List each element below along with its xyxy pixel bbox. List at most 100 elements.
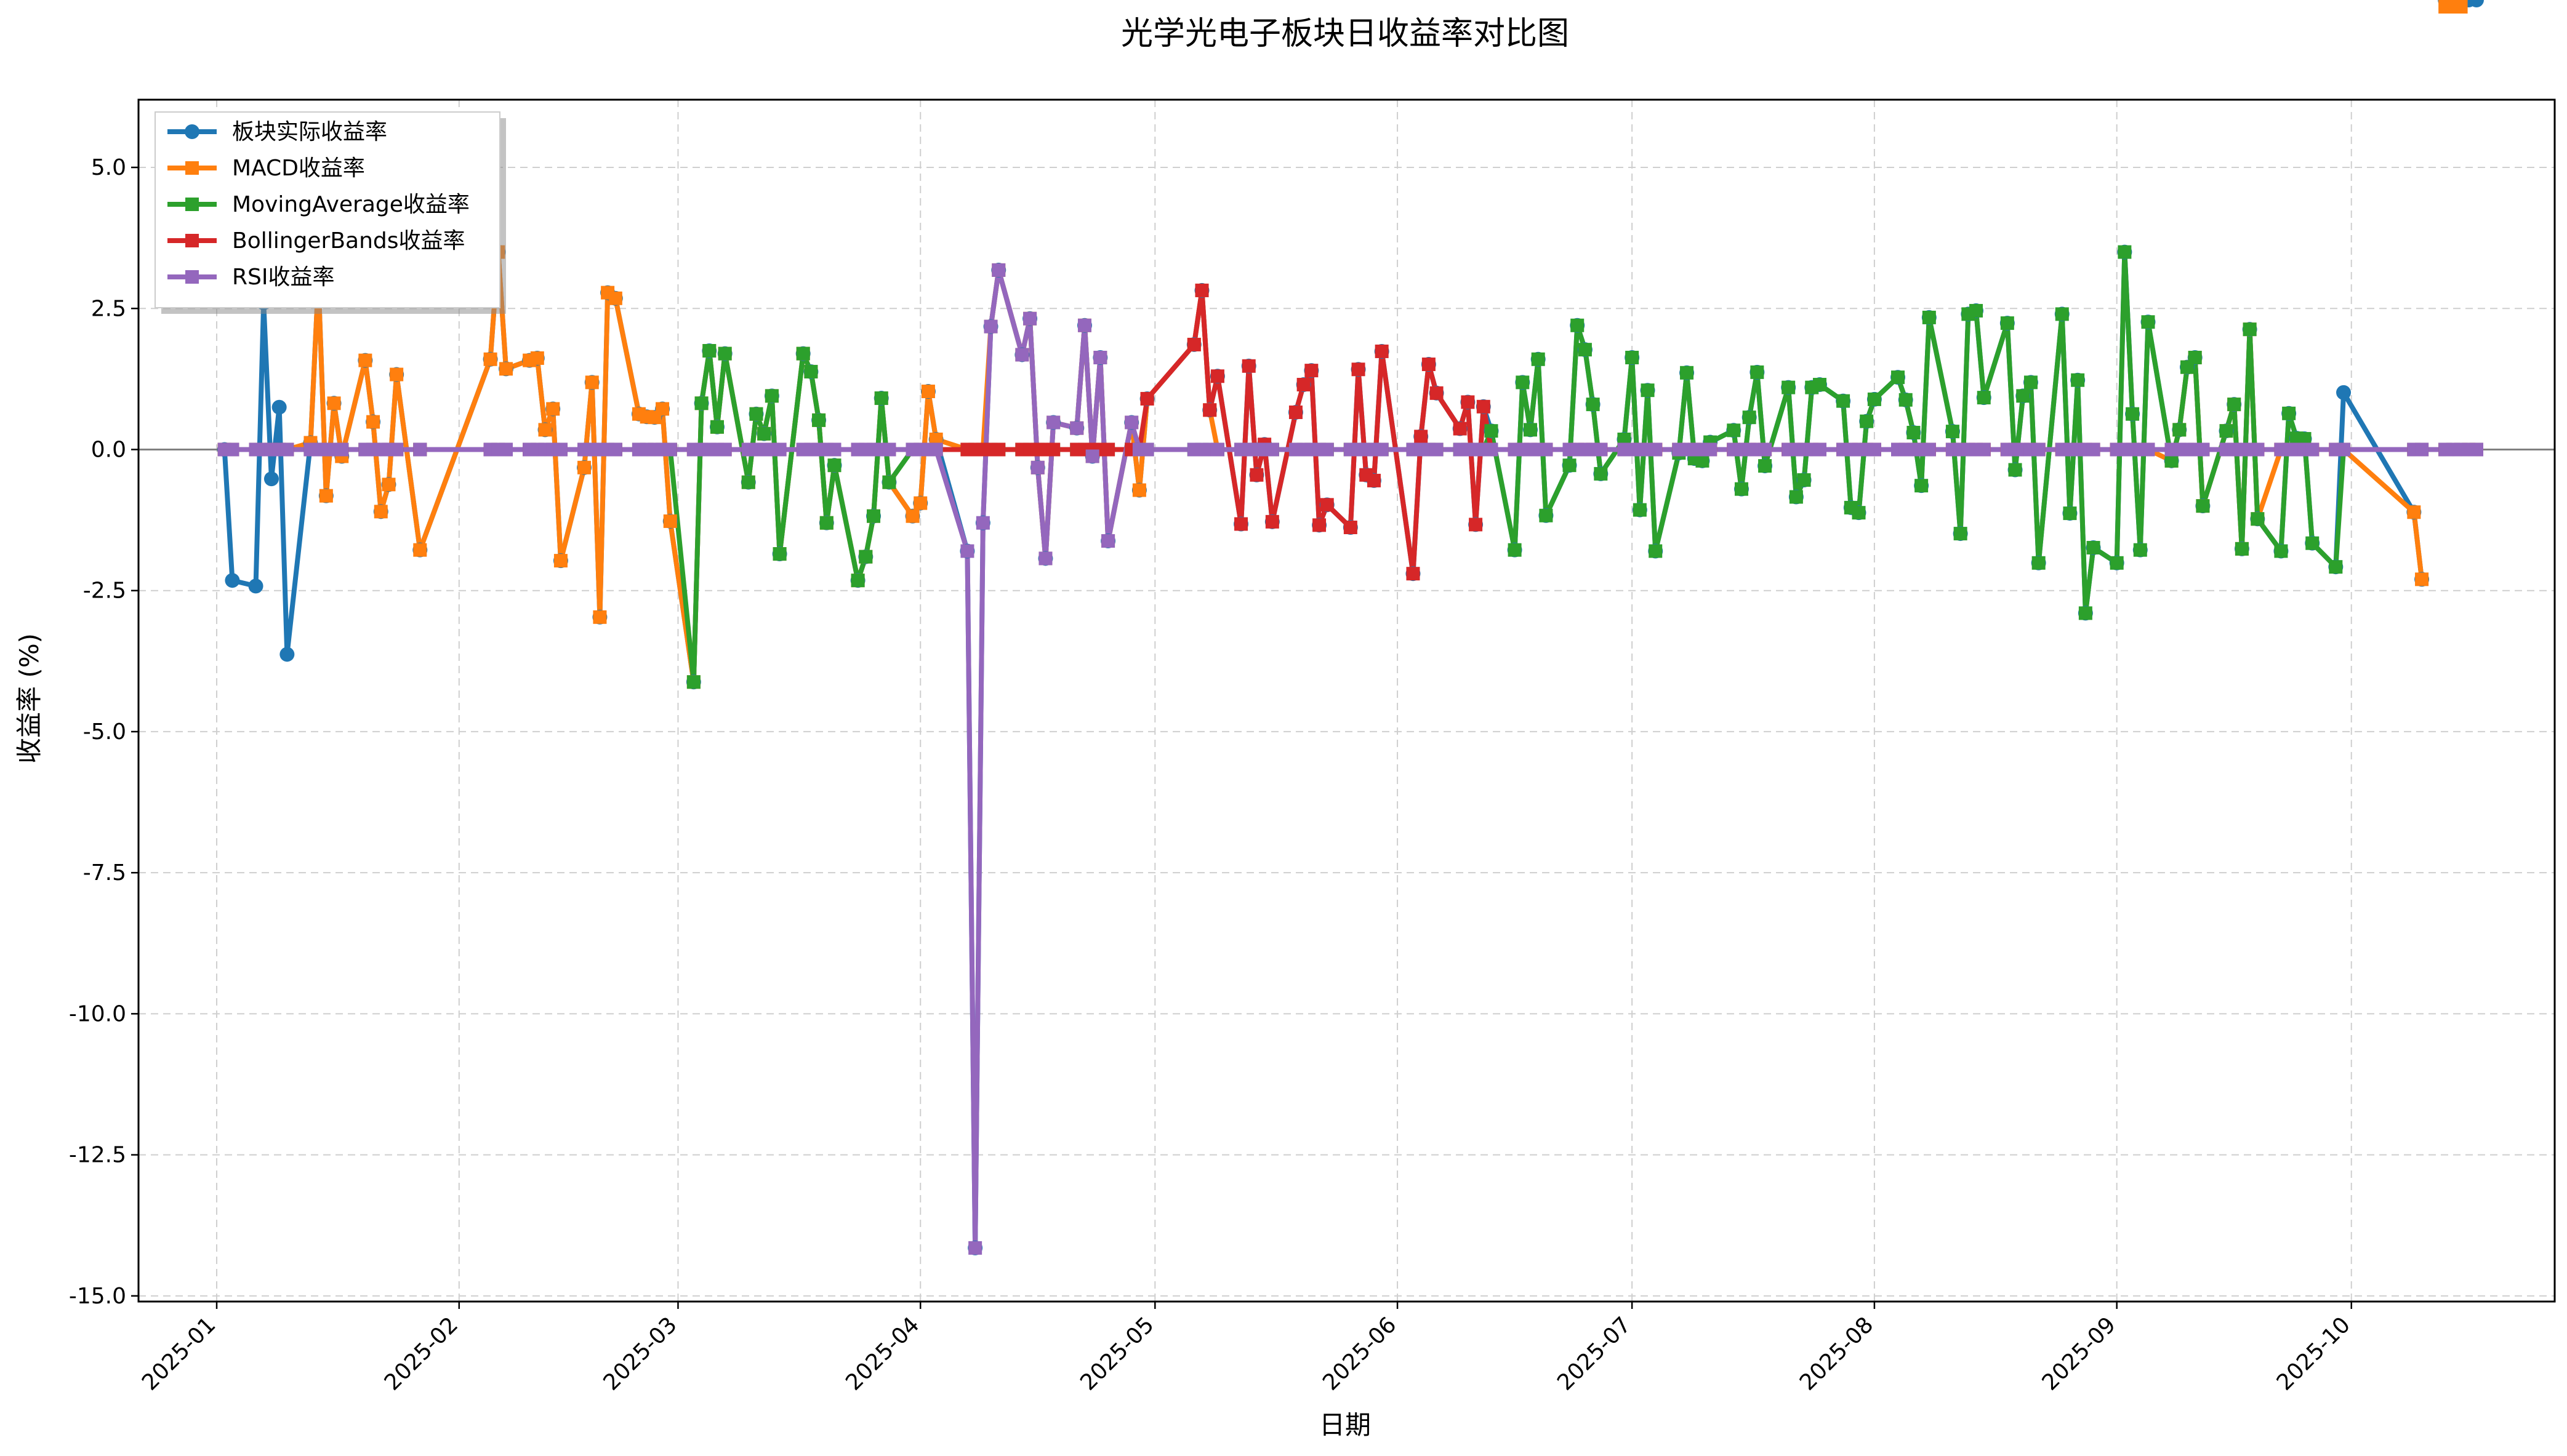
point-rsi: [1210, 442, 1224, 457]
point-rsi: [2031, 442, 2046, 457]
point-rsi: [1265, 442, 1279, 457]
point-movingaverage: [859, 550, 873, 564]
point-bollingerbands: [1461, 395, 1475, 409]
point-movingaverage: [710, 420, 724, 434]
point-rsi: [718, 442, 732, 457]
point-macd: [2407, 505, 2421, 519]
point-macd: [929, 432, 943, 446]
point-rsi: [225, 442, 239, 457]
point-movingaverage: [741, 475, 755, 489]
point-rsi: [1023, 311, 1037, 326]
x-tick-label: 2025-05: [1075, 1312, 1159, 1395]
x-tick-label: 2025-03: [598, 1312, 681, 1395]
point-rsi: [1539, 442, 1553, 457]
legend-marker: [185, 198, 199, 211]
point-movingaverage: [1516, 375, 1530, 390]
y-tick-label: -15.0: [69, 1284, 126, 1309]
legend-marker: [185, 234, 199, 247]
point-macd: [319, 489, 333, 503]
x-tick-label: 2025-02: [380, 1312, 463, 1395]
point-rsi: [1085, 449, 1099, 463]
point-movingaverage: [1695, 454, 1709, 468]
point-rsi: [499, 442, 513, 457]
point-rsi: [2251, 442, 2265, 457]
point-rsi: [1812, 442, 1826, 457]
point-movingaverage: [2141, 315, 2155, 329]
point-rsi: [773, 442, 787, 457]
point-movingaverage: [2251, 512, 2265, 526]
point-bollingerbands: [1343, 521, 1357, 535]
point-macd: [2454, 0, 2468, 14]
point-movingaverage: [819, 516, 834, 530]
point-movingaverage: [686, 675, 701, 689]
legend-marker: [185, 161, 199, 175]
series-line-actual: [222, 249, 2425, 1250]
point-movingaverage: [874, 391, 888, 406]
point-rsi: [663, 442, 677, 457]
y-tick-label: -12.5: [69, 1143, 126, 1168]
point-movingaverage: [827, 458, 842, 473]
point-bollingerbands: [1476, 399, 1490, 414]
point-rsi: [882, 442, 896, 457]
point-rsi: [1077, 318, 1091, 332]
point-macd: [656, 402, 670, 416]
point-movingaverage: [2086, 541, 2100, 555]
x-tick-label: 2025-06: [1318, 1312, 1401, 1395]
actual-point: [263, 471, 279, 487]
point-rsi: [1030, 460, 1045, 474]
point-movingaverage: [851, 574, 865, 588]
point-macd: [538, 423, 552, 437]
point-macd: [906, 509, 920, 523]
legend-marker: [185, 124, 199, 139]
point-macd: [2415, 572, 2429, 586]
legend-label: MACD收益率: [232, 156, 365, 181]
point-rsi: [976, 516, 990, 530]
point-movingaverage: [2031, 556, 2046, 570]
point-movingaverage: [694, 396, 709, 410]
point-movingaverage: [2055, 307, 2069, 321]
x-tick-label: 2025-08: [1795, 1312, 1878, 1395]
legend-label: BollingerBands收益率: [232, 228, 465, 254]
point-movingaverage: [1734, 482, 1748, 496]
point-rsi: [1922, 442, 1936, 457]
point-movingaverage: [1484, 424, 1498, 438]
point-movingaverage: [2078, 606, 2092, 620]
point-bollingerbands: [1429, 386, 1444, 400]
point-movingaverage: [1524, 423, 1538, 437]
point-movingaverage: [2126, 407, 2140, 421]
point-movingaverage: [1969, 303, 1983, 318]
point-rsi: [1070, 421, 1084, 435]
point-movingaverage: [1758, 459, 1772, 473]
point-rsi: [1046, 415, 1061, 430]
point-movingaverage: [2071, 373, 2085, 387]
point-movingaverage: [2110, 556, 2124, 570]
x-tick-label: 2025-07: [1553, 1312, 1636, 1395]
point-bollingerbands: [1210, 369, 1224, 383]
point-movingaverage: [2235, 542, 2249, 556]
x-axis-label: 日期: [1319, 1410, 1371, 1440]
x-tick-label: 2025-09: [2038, 1312, 2121, 1395]
point-rsi: [2305, 442, 2320, 457]
point-rsi: [960, 544, 974, 558]
point-bollingerbands: [1414, 430, 1428, 444]
series-markers: [217, 0, 2484, 1255]
point-movingaverage: [1860, 414, 1874, 428]
point-movingaverage: [1867, 392, 1881, 406]
legend-label: MovingAverage收益率: [232, 192, 470, 217]
point-macd: [374, 505, 388, 519]
point-rsi: [335, 442, 349, 457]
point-bollingerbands: [1453, 422, 1467, 436]
point-movingaverage: [796, 346, 810, 361]
point-bollingerbands: [1046, 442, 1061, 457]
y-tick-label: 0.0: [91, 437, 126, 462]
point-movingaverage: [1562, 458, 1577, 473]
legend-marker: [185, 270, 199, 284]
point-movingaverage: [1797, 473, 1811, 487]
point-rsi: [929, 442, 943, 457]
y-tick-label: -5.0: [83, 719, 126, 745]
point-rsi: [608, 442, 622, 457]
point-bollingerbands: [1367, 473, 1381, 487]
point-movingaverage: [1750, 365, 1764, 379]
point-rsi: [553, 442, 568, 457]
